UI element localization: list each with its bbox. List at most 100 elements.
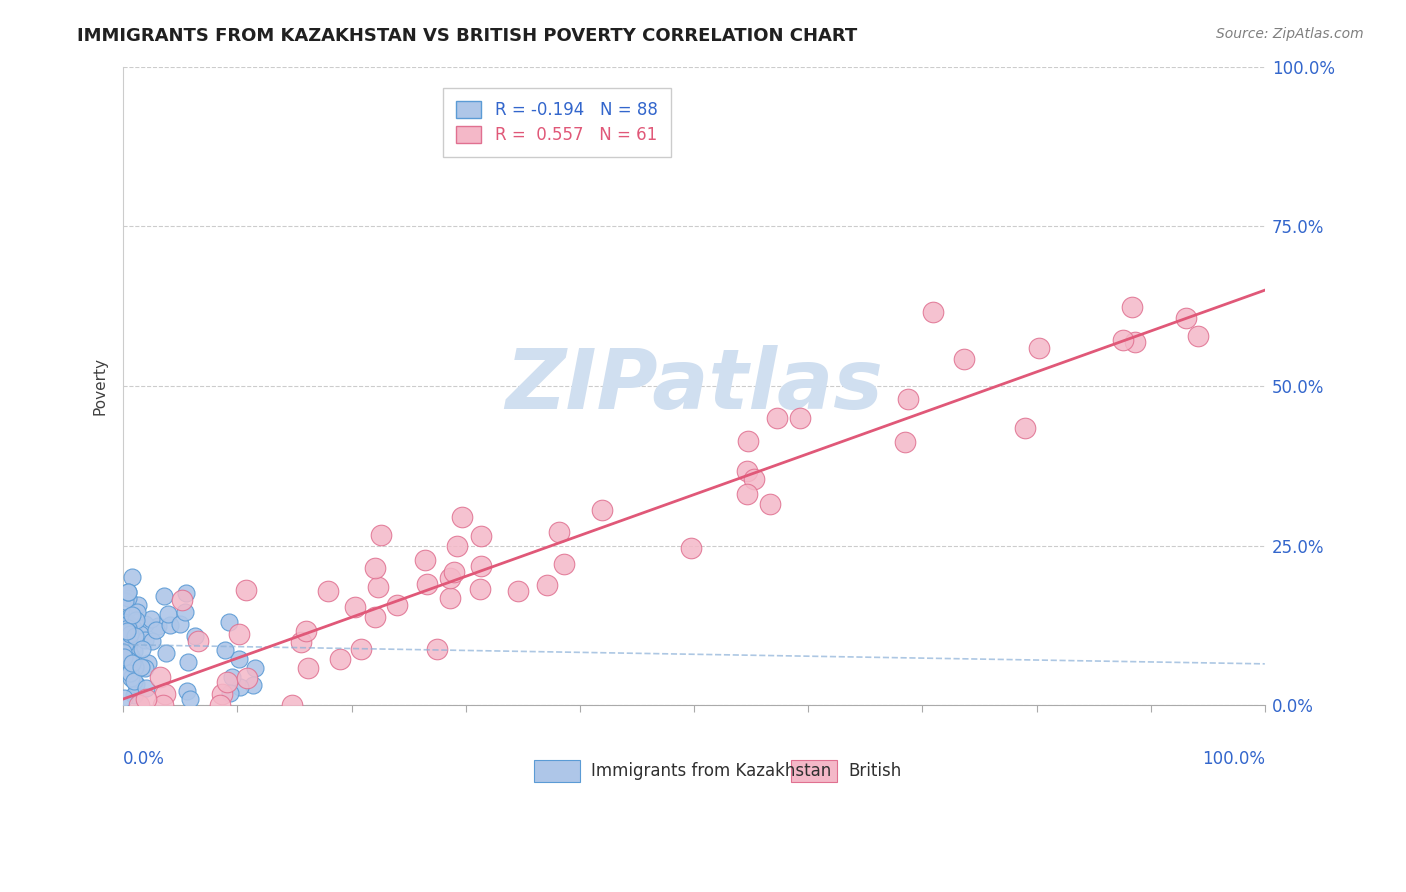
Point xyxy=(134,632,156,647)
Point xyxy=(242,678,264,692)
Point xyxy=(759,497,782,511)
Point xyxy=(468,582,491,597)
Point xyxy=(1175,311,1198,326)
Point xyxy=(135,691,157,706)
Point xyxy=(367,580,389,594)
Point xyxy=(318,583,340,598)
Point xyxy=(153,589,176,603)
Point xyxy=(547,524,569,539)
Point xyxy=(179,691,201,706)
Point xyxy=(290,634,312,648)
Point xyxy=(118,648,141,662)
Point xyxy=(155,646,177,660)
Point xyxy=(112,615,135,630)
Point xyxy=(120,671,142,685)
Point xyxy=(134,616,156,631)
Point xyxy=(921,304,943,318)
Point xyxy=(177,655,200,669)
Point xyxy=(120,648,142,663)
Text: IMMIGRANTS FROM KAZAKHSTAN VS BRITISH POVERTY CORRELATION CHART: IMMIGRANTS FROM KAZAKHSTAN VS BRITISH PO… xyxy=(77,27,858,45)
Point xyxy=(112,625,135,640)
Point xyxy=(413,552,436,566)
Point xyxy=(114,644,136,658)
Point xyxy=(170,593,193,607)
Point xyxy=(120,609,142,624)
Point xyxy=(131,641,153,656)
Point xyxy=(446,539,468,553)
Point xyxy=(141,634,163,648)
Point xyxy=(297,660,319,674)
Point xyxy=(208,698,231,713)
Point xyxy=(536,578,558,592)
Point xyxy=(118,623,141,637)
Point xyxy=(128,698,150,713)
Point xyxy=(1028,341,1050,355)
Point xyxy=(122,688,145,702)
Point xyxy=(159,618,181,632)
Text: ZIPatlas: ZIPatlas xyxy=(505,345,883,426)
Point xyxy=(112,636,135,650)
Point xyxy=(173,605,195,619)
Point xyxy=(416,576,439,591)
Point xyxy=(117,585,139,599)
Point xyxy=(236,671,259,685)
Point xyxy=(115,619,138,633)
Point xyxy=(1121,300,1143,314)
Point xyxy=(370,528,392,542)
Point xyxy=(114,593,136,607)
Point xyxy=(426,641,449,656)
Point xyxy=(679,541,702,556)
Point xyxy=(218,615,240,630)
Point xyxy=(114,624,136,638)
Point xyxy=(117,647,139,661)
Point xyxy=(117,643,139,657)
Point xyxy=(122,621,145,635)
Point xyxy=(184,629,207,643)
Point xyxy=(115,618,138,632)
Point xyxy=(121,570,143,584)
Point xyxy=(295,624,318,638)
Point xyxy=(124,687,146,701)
Point xyxy=(439,591,461,606)
Point xyxy=(211,687,233,701)
Point xyxy=(149,670,172,684)
Point xyxy=(121,656,143,670)
Point xyxy=(139,612,162,626)
Point xyxy=(742,472,765,486)
Point xyxy=(228,627,250,641)
Point xyxy=(893,435,915,450)
Point xyxy=(1187,329,1209,343)
Point xyxy=(553,557,575,571)
Point xyxy=(176,684,198,698)
Point xyxy=(156,607,179,621)
Point xyxy=(215,675,238,690)
Point xyxy=(122,644,145,658)
Point xyxy=(129,627,152,641)
Point xyxy=(145,623,167,637)
Point xyxy=(120,624,142,638)
Point xyxy=(152,698,174,713)
Point xyxy=(117,591,139,605)
Point xyxy=(280,698,302,713)
Point xyxy=(114,635,136,649)
Text: Immigrants from Kazakhstan: Immigrants from Kazakhstan xyxy=(592,762,831,780)
Point xyxy=(953,351,976,366)
Point xyxy=(115,640,138,655)
Point xyxy=(1123,334,1146,349)
Point xyxy=(228,680,250,694)
Point xyxy=(124,629,146,643)
Point xyxy=(115,630,138,644)
Text: Source: ZipAtlas.com: Source: ZipAtlas.com xyxy=(1216,27,1364,41)
Point xyxy=(129,659,152,673)
Point xyxy=(122,673,145,688)
Point xyxy=(127,599,149,613)
Point xyxy=(329,652,352,666)
Point xyxy=(737,434,759,448)
Point xyxy=(112,645,135,659)
Point xyxy=(146,618,169,632)
Point xyxy=(385,598,408,612)
Point xyxy=(344,600,367,615)
FancyBboxPatch shape xyxy=(792,760,837,782)
Text: 0.0%: 0.0% xyxy=(124,750,165,768)
Point xyxy=(118,637,141,651)
